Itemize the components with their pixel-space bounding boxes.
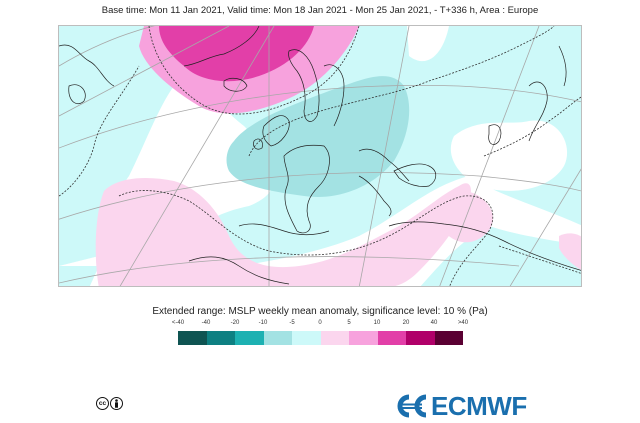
tick-label: >40 (457, 320, 469, 326)
attribution-person-icon (110, 397, 123, 410)
graticule (59, 26, 581, 286)
color-box (235, 331, 264, 345)
plot-title: Base time: Mon 11 Jan 2021, Valid time: … (101, 5, 539, 16)
color-box (178, 331, 207, 345)
ecmwf-emblem-icon (397, 394, 427, 418)
coastlines (59, 26, 581, 285)
color-box (406, 331, 435, 345)
tick-label: -40 (201, 320, 211, 326)
ecmwf-logo: ECMWF (392, 393, 527, 419)
negative-anomaly-central-europe (226, 76, 410, 197)
color-box (349, 331, 378, 345)
positive-anomaly-middle-east (434, 190, 494, 243)
color-box (377, 331, 406, 345)
anomaly-map (58, 25, 582, 287)
positive-anomaly-azores (95, 178, 471, 286)
color-box (206, 331, 235, 345)
tick-label: 40 (430, 320, 438, 326)
color-box (434, 331, 463, 345)
color-box (292, 331, 321, 345)
cc-by-icon: cc (96, 397, 123, 410)
tick-label: -5 (289, 320, 295, 326)
cc-icon: cc (96, 397, 109, 410)
legend-title: Extended range: MSLP weekly mean anomaly… (152, 306, 488, 317)
positive-anomaly-greenland-iceland (159, 26, 314, 82)
tick-label: 0 (318, 320, 322, 326)
color-box (263, 331, 292, 345)
tick-label: 10 (373, 320, 381, 326)
tick-label: -10 (258, 320, 268, 326)
ecmwf-logo-text: ECMWF (431, 391, 527, 421)
tick-label: 20 (402, 320, 410, 326)
tick-label: <-40 (171, 320, 185, 326)
colorbar (178, 331, 463, 345)
significance-contour (59, 26, 581, 286)
color-box (320, 331, 349, 345)
colorbar-tick-labels: <-40 -40 -20 -10 -5 0 5 10 20 40 >40 (172, 320, 468, 330)
tick-label: -20 (230, 320, 240, 326)
tick-label: 5 (347, 320, 351, 326)
